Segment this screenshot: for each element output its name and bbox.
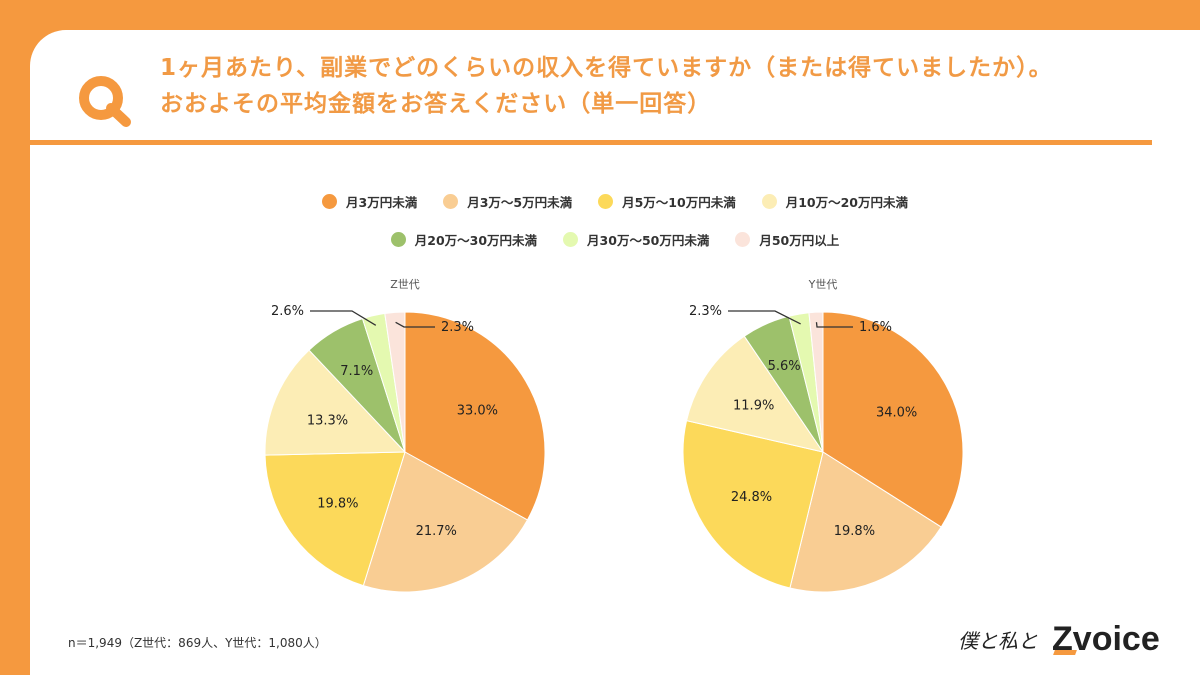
zvoice-logo: Z voice [1052, 620, 1160, 659]
pie-title: Z世代 [390, 278, 420, 291]
logo-script-text: 僕と私と [958, 629, 1038, 653]
legend-label: 月3万～5万円未満 [467, 195, 573, 210]
pie-slice [264, 451, 406, 587]
legend-row-2: 月20万～30万円未満 月30万～50万円未満 月50万円以上 [30, 230, 1200, 249]
pie-slice [808, 311, 824, 453]
pie-slice [384, 311, 406, 453]
question-title: 1ヶ月あたり、副業でどのくらいの収入を得ていますか（または得ていましたか）。 お… [160, 50, 1180, 122]
legend-swatch [761, 194, 777, 209]
pie-data-label: 24.8% [731, 490, 772, 505]
pie-data-label: 5.6% [768, 359, 801, 374]
legend-item: 月20万～30万円未満 [390, 230, 538, 249]
pie-title: Y世代 [808, 278, 838, 291]
logo-voice-text: voice [1072, 620, 1160, 658]
legend-item: 月50万円以上 [735, 230, 839, 249]
pie-data-label: 1.6% [859, 320, 892, 335]
legend-label: 月10万～20万円未満 [785, 195, 908, 210]
legend-item: 月3万円未満 [322, 192, 417, 211]
pie-data-label: 2.3% [441, 320, 474, 335]
header-divider [30, 140, 1152, 145]
pie-data-label: 2.3% [689, 304, 722, 319]
leader-line [728, 310, 801, 325]
pie-data-label: 11.9% [733, 399, 774, 414]
leader-line [395, 321, 435, 328]
legend-swatch [735, 232, 751, 247]
pie-slice [685, 335, 825, 453]
pie-data-label: 2.6% [271, 304, 304, 319]
legend-label: 月30万～50万円未満 [587, 233, 710, 248]
question-q-icon [79, 76, 131, 127]
legend-item: 月30万～50万円未満 [563, 230, 709, 249]
legend-swatch [390, 232, 406, 247]
pie-slice [362, 451, 529, 593]
title-line-2: おおよその平均金額をお答えください（単一回答） [160, 91, 712, 117]
legend-item: 月3万～5万円未満 [443, 192, 572, 211]
content-card: 1ヶ月あたり、副業でどのくらいの収入を得ていますか（または得ていましたか）。 お… [30, 30, 1200, 675]
pie-slice [789, 451, 942, 593]
legend-swatch [443, 194, 459, 209]
legend-label: 月5万～10万円未満 [622, 195, 736, 210]
pie-data-label: 7.1% [340, 364, 373, 379]
legend-swatch [598, 194, 614, 209]
legend-label: 月3万円未満 [346, 195, 418, 210]
pie-data-label: 34.0% [876, 406, 917, 421]
leader-line [310, 310, 377, 326]
pie-slice [264, 349, 407, 456]
pie-data-label: 21.7% [416, 524, 457, 539]
brand-logo: 僕と私と Z voice [958, 620, 1160, 659]
legend-row-1: 月3万円未満 月3万～5万円未満 月5万～10万円未満 月10万～20万円未満 [30, 192, 1200, 211]
leader-line [815, 322, 853, 328]
pie-data-label: 19.8% [317, 497, 358, 512]
legend-item: 月10万～20万円未満 [761, 192, 908, 211]
pie-slice [822, 311, 964, 528]
legend-label: 月20万～30万円未満 [414, 233, 538, 248]
pie-data-label: 33.0% [457, 403, 498, 418]
title-line-1: 1ヶ月あたり、副業でどのくらいの収入を得ていますか（または得ていましたか）。 [160, 55, 1053, 81]
logo-z-letter: Z [1052, 620, 1073, 658]
pie-data-label: 19.8% [834, 524, 875, 539]
legend-swatch [563, 232, 579, 247]
pie-data-label: 13.3% [307, 414, 348, 429]
legend-label: 月50万円以上 [759, 233, 840, 248]
pie-slice [682, 420, 824, 589]
sample-size-note: n＝1,949（Z世代：869人、Y世代：1,080人） [68, 636, 327, 650]
pie-slice [404, 311, 546, 521]
pie-charts: Z世代 33.0% 21.7% 19.8% 13.3% 7.1% 2.6% 2.3% Y世代 34… [264, 278, 964, 593]
legend-swatch [322, 194, 337, 209]
legend-item: 月5万～10万円未満 [598, 192, 736, 211]
